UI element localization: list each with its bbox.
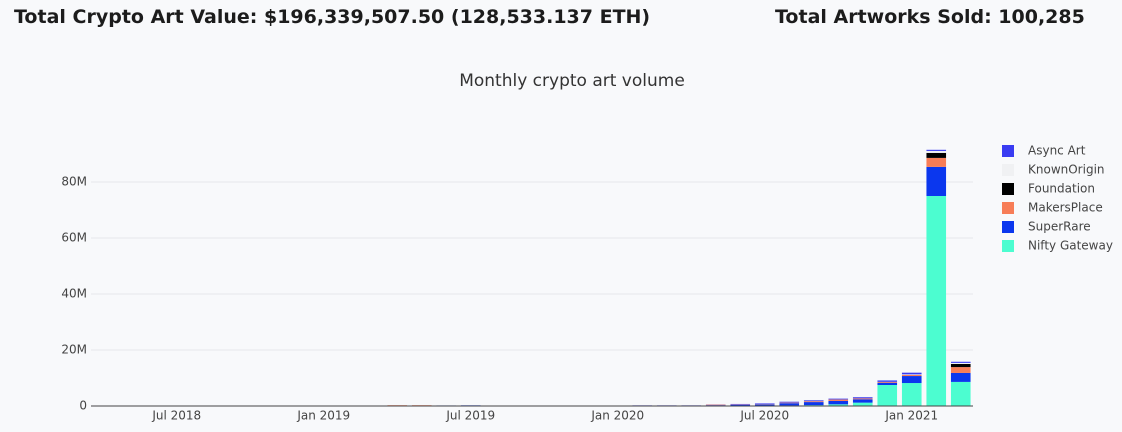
bar-segment — [901, 374, 922, 377]
y-tick-label: 80M — [61, 175, 87, 189]
x-tick-label: Jan 2019 — [296, 409, 350, 423]
bar-segment — [950, 362, 971, 364]
legend-label: Async Art — [1028, 144, 1086, 158]
x-tick-label: Jan 2020 — [590, 409, 644, 423]
bar-segment — [852, 402, 873, 406]
bar-segment — [803, 400, 824, 402]
legend-label: SuperRare — [1028, 220, 1091, 234]
bar-segment — [828, 398, 849, 400]
bar-segment — [877, 382, 898, 385]
y-tick-label: 0 — [79, 399, 87, 413]
total-value: Total Crypto Art Value: $196,339,507.50 … — [14, 6, 651, 28]
legend-swatch — [1002, 164, 1014, 176]
bar-segment — [803, 401, 824, 403]
bar-segment — [926, 196, 947, 406]
x-tick-label: Jul 2020 — [739, 409, 789, 423]
chart-title: Monthly crypto art volume — [459, 71, 685, 91]
bar-segment — [877, 381, 898, 383]
bar-segment — [705, 404, 726, 406]
bar-segment — [779, 403, 800, 406]
bar-segment — [411, 405, 432, 406]
legend-swatch — [1002, 202, 1014, 214]
bar-segment — [950, 361, 971, 363]
bar-segment — [950, 364, 971, 368]
legend-label: Nifty Gateway — [1028, 239, 1113, 253]
legend-swatch — [1002, 221, 1014, 233]
y-tick-label: 40M — [61, 287, 87, 301]
bar-segment — [730, 403, 751, 405]
bar-segment — [852, 397, 873, 399]
bar-segment — [828, 404, 849, 406]
legend-label: Foundation — [1028, 182, 1095, 196]
bar-segment — [926, 150, 947, 153]
bar-segment — [754, 403, 775, 404]
bar-segment — [852, 398, 873, 400]
bar-segment — [950, 381, 971, 406]
bar-segment — [877, 380, 898, 382]
bar-segment — [387, 405, 408, 406]
x-tick-label: Jul 2018 — [151, 409, 201, 423]
bar-segment — [926, 166, 947, 196]
bar-segment — [926, 149, 947, 151]
legend-swatch — [1002, 183, 1014, 195]
bar-segment — [779, 402, 800, 404]
bar-segment — [852, 399, 873, 403]
bar-segment — [926, 152, 947, 158]
bar-segment — [877, 385, 898, 406]
bar-segment — [779, 401, 800, 403]
legend-label: MakersPlace — [1028, 201, 1103, 215]
bar-segment — [901, 374, 922, 375]
bar-segment — [950, 372, 971, 382]
x-tick-label: Jan 2021 — [884, 409, 938, 423]
bar-segment — [828, 400, 849, 405]
y-tick-label: 60M — [61, 231, 87, 245]
legend-swatch — [1002, 240, 1014, 252]
y-tick-label: 20M — [61, 343, 87, 357]
bar-segment — [901, 383, 922, 406]
bar-segment — [803, 402, 824, 406]
bar-segment — [901, 376, 922, 384]
bar-segment — [730, 404, 751, 406]
bar-segment — [828, 399, 849, 401]
bar-segment — [754, 404, 775, 406]
legend-label: KnownOrigin — [1028, 163, 1105, 177]
total-sold: Total Artworks Sold: 100,285 — [775, 6, 1085, 28]
bar-segment — [950, 367, 971, 373]
bar-segment — [926, 157, 947, 167]
legend-swatch — [1002, 145, 1014, 157]
x-tick-label: Jul 2019 — [445, 409, 495, 423]
bar-segment — [901, 372, 922, 375]
